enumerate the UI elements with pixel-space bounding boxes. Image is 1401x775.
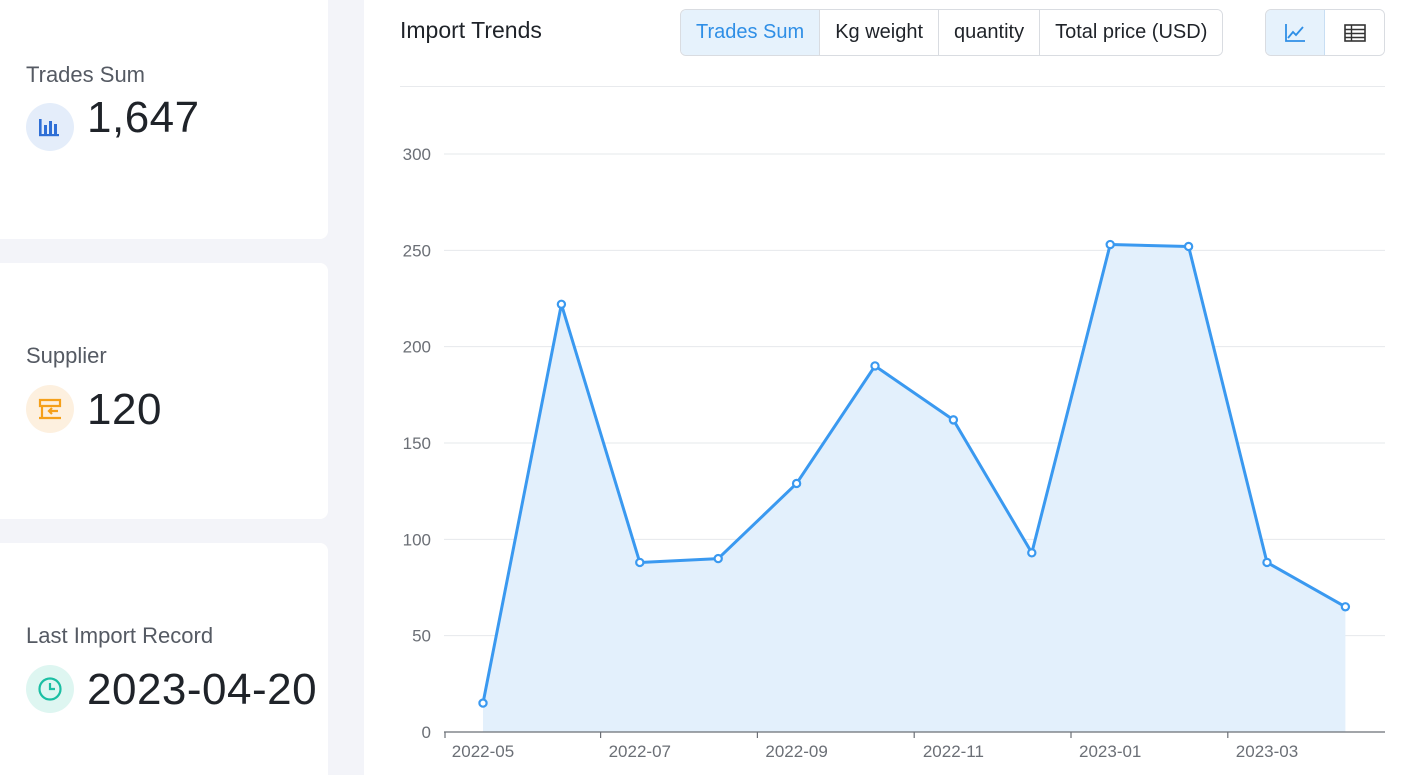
x-tick-label: 2023-01 (1079, 742, 1141, 761)
supplier-card: Supplier 120 (0, 263, 328, 519)
series-line (481, 243, 1347, 704)
supplier-label: Supplier (26, 343, 107, 368)
y-tick-label: 0 (422, 723, 431, 742)
supplier-store-icon (26, 385, 74, 433)
x-tick-label: 2022-11 (923, 742, 984, 761)
y-tick-label: 300 (403, 145, 431, 164)
tab-kg-weight[interactable]: Kg weight (820, 10, 940, 55)
data-point (1105, 239, 1115, 250)
data-point (556, 299, 567, 309)
x-tick-label: 2022-09 (765, 742, 827, 761)
last-import-card: Last Import Record 2023-04-20 (0, 543, 328, 775)
table-icon (1343, 23, 1366, 42)
x-tick-label: 2022-07 (609, 742, 671, 761)
trades-sum-value: 1,647 (87, 93, 200, 142)
data-point (1262, 557, 1272, 568)
y-tick-label: 100 (403, 530, 431, 549)
trades-sum-card: Trades Sum 1,647 (0, 0, 328, 239)
y-tick-label: 200 (403, 338, 431, 357)
last-import-label: Last Import Record (26, 623, 214, 648)
data-point (713, 553, 723, 564)
data-point (1027, 548, 1037, 558)
x-tick-label: 2023-03 (1236, 742, 1298, 761)
line-chart-view-button[interactable] (1266, 10, 1326, 55)
last-import-value: 2023-04-20 (87, 665, 318, 714)
data-point (1183, 241, 1194, 252)
data-point (635, 557, 645, 568)
line-chart-icon (1285, 23, 1305, 42)
tab-quantity[interactable]: quantity (939, 10, 1041, 55)
data-point (478, 698, 488, 708)
table-view-button[interactable] (1325, 10, 1384, 55)
y-tick-label: 150 (403, 434, 431, 453)
supplier-value: 120 (87, 385, 162, 434)
tab-total-price[interactable]: Total price (USD) (1040, 10, 1223, 55)
data-point (870, 361, 880, 371)
metric-tabs: Trades Sum Kg weight quantity Total pric… (680, 9, 1224, 56)
import-trends-chart: 0 50 100 150 200 250 300 2022-05 2022-07 2022-09 2… (403, 145, 1385, 761)
import-trends-panel: Import Trends Trades Sum Kg weight quant… (364, 0, 1401, 775)
tab-trades-sum[interactable]: Trades Sum (681, 10, 821, 55)
data-point (791, 478, 802, 489)
x-tick-label: 2022-05 (452, 742, 514, 761)
data-point (948, 415, 959, 425)
clock-icon (26, 665, 74, 713)
panel-title: Import Trends (400, 17, 542, 43)
y-tick-label: 50 (412, 627, 431, 646)
bar-chart-icon (26, 103, 74, 151)
header-divider (400, 86, 1385, 87)
series-area (483, 244, 1346, 732)
y-tick-label: 250 (403, 241, 431, 260)
view-toggle (1265, 9, 1385, 56)
data-point (1340, 602, 1351, 612)
trades-sum-label: Trades Sum (26, 62, 146, 87)
